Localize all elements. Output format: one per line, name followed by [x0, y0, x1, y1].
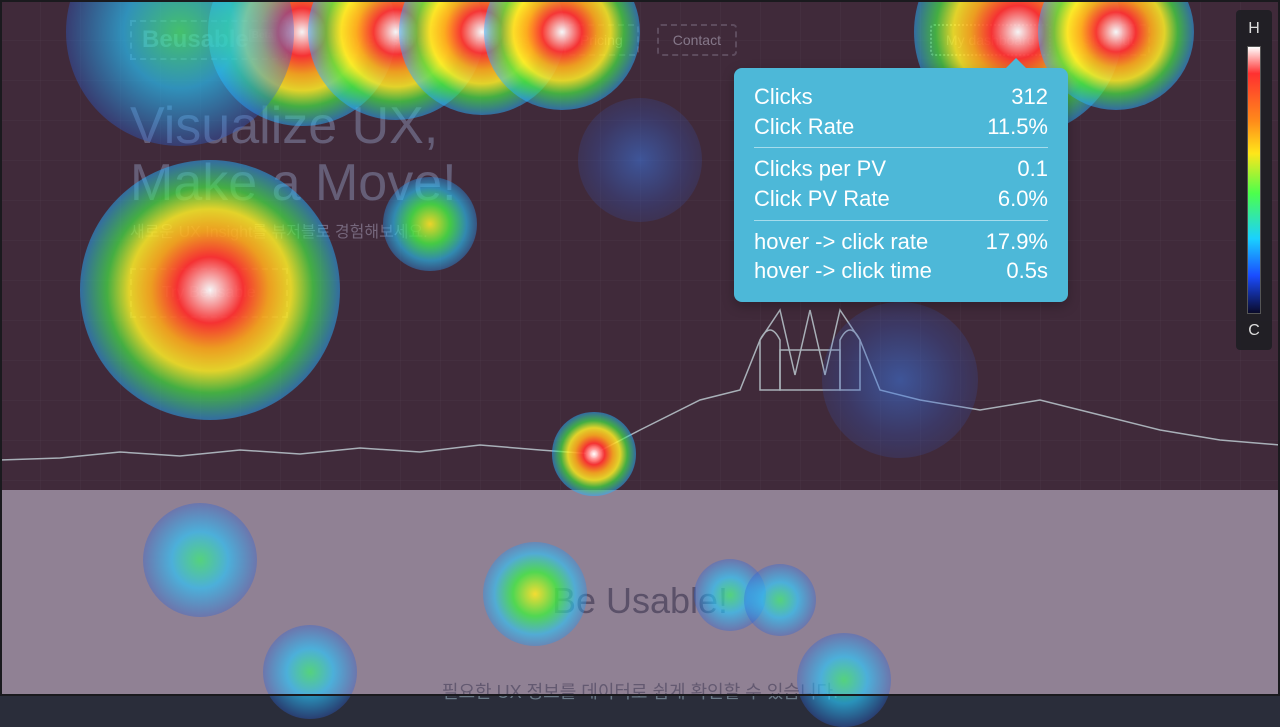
hero-section [0, 0, 1280, 490]
tooltip-value: 0.1 [1017, 154, 1048, 184]
nav-link[interactable]: Sign out [1067, 24, 1150, 56]
tooltip-row: Clicks per PV 0.1 [754, 154, 1048, 184]
section2-title: Be Usable! [0, 580, 1280, 622]
nav-link[interactable]: My dashboard [930, 24, 1051, 56]
tooltip-value: 17.9% [986, 227, 1048, 257]
tooltip-value: 312 [1011, 82, 1048, 112]
section2-subtitle: 필요한 UX 정보를 데이터로 쉽게 확인할 수 있습니다. [0, 678, 1280, 704]
hero-title-line2: Make a Move! [130, 155, 457, 212]
logo-text: Beusable [142, 26, 249, 53]
logo[interactable]: BeusableBeta [130, 20, 288, 60]
tooltip-label: Clicks [754, 82, 813, 112]
tooltip-row: Clicks 312 [754, 82, 1048, 112]
tooltip-value: 11.5% [987, 112, 1048, 142]
tooltip-row: hover -> click time 0.5s [754, 256, 1048, 286]
legend-gradient-bar [1247, 46, 1261, 314]
tooltip-label: Click Rate [754, 112, 854, 142]
tooltip-row: Click PV Rate 6.0% [754, 184, 1048, 214]
logo-badge: Beta [249, 29, 277, 42]
nav-link[interactable]: Why Beusable [318, 24, 440, 56]
nav-link[interactable]: Pricing [564, 24, 639, 56]
nav-link[interactable]: Features [459, 24, 546, 56]
tooltip-row: hover -> click rate 17.9% [754, 227, 1048, 257]
tooltip-value: 0.5s [1006, 256, 1048, 286]
legend-hot-label: H [1248, 20, 1260, 38]
hero-title-line1: Visualize UX, [130, 98, 457, 155]
legend-cold-label: C [1248, 322, 1260, 340]
secondary-section: Be Usable! 필요한 UX 정보를 데이터로 쉽게 확인할 수 있습니다… [0, 490, 1280, 696]
tooltip-arrow-icon [1006, 58, 1026, 68]
nav-links: Why Beusable Features Pricing Contact [318, 24, 737, 56]
tooltip-label: Clicks per PV [754, 154, 886, 184]
click-stats-tooltip: Clicks 312 Click Rate 11.5% Clicks per PV 0.… [734, 68, 1068, 302]
tooltip-label: hover -> click rate [754, 227, 928, 257]
nav-link[interactable]: Contact [657, 24, 737, 56]
cta-button[interactable]: Try Beusable [130, 268, 288, 318]
nav-right: My dashboard Sign out [930, 24, 1150, 56]
hero-subtitle: 새로운 UX Insight를 뷰저블로 경험해보세요. [130, 218, 428, 242]
tooltip-value: 6.0% [998, 184, 1048, 214]
tooltip-label: Click PV Rate [754, 184, 890, 214]
top-nav: BeusableBeta Why Beusable Features Pricing… [0, 20, 1280, 60]
heatmap-viewer: Be Usable! 필요한 UX 정보를 데이터로 쉽게 확인할 수 있습니다… [0, 0, 1280, 696]
tooltip-row: Click Rate 11.5% [754, 112, 1048, 142]
tooltip-label: hover -> click time [754, 256, 932, 286]
hero-title: Visualize UX, Make a Move! [130, 98, 457, 212]
heat-legend: H C [1236, 10, 1272, 350]
